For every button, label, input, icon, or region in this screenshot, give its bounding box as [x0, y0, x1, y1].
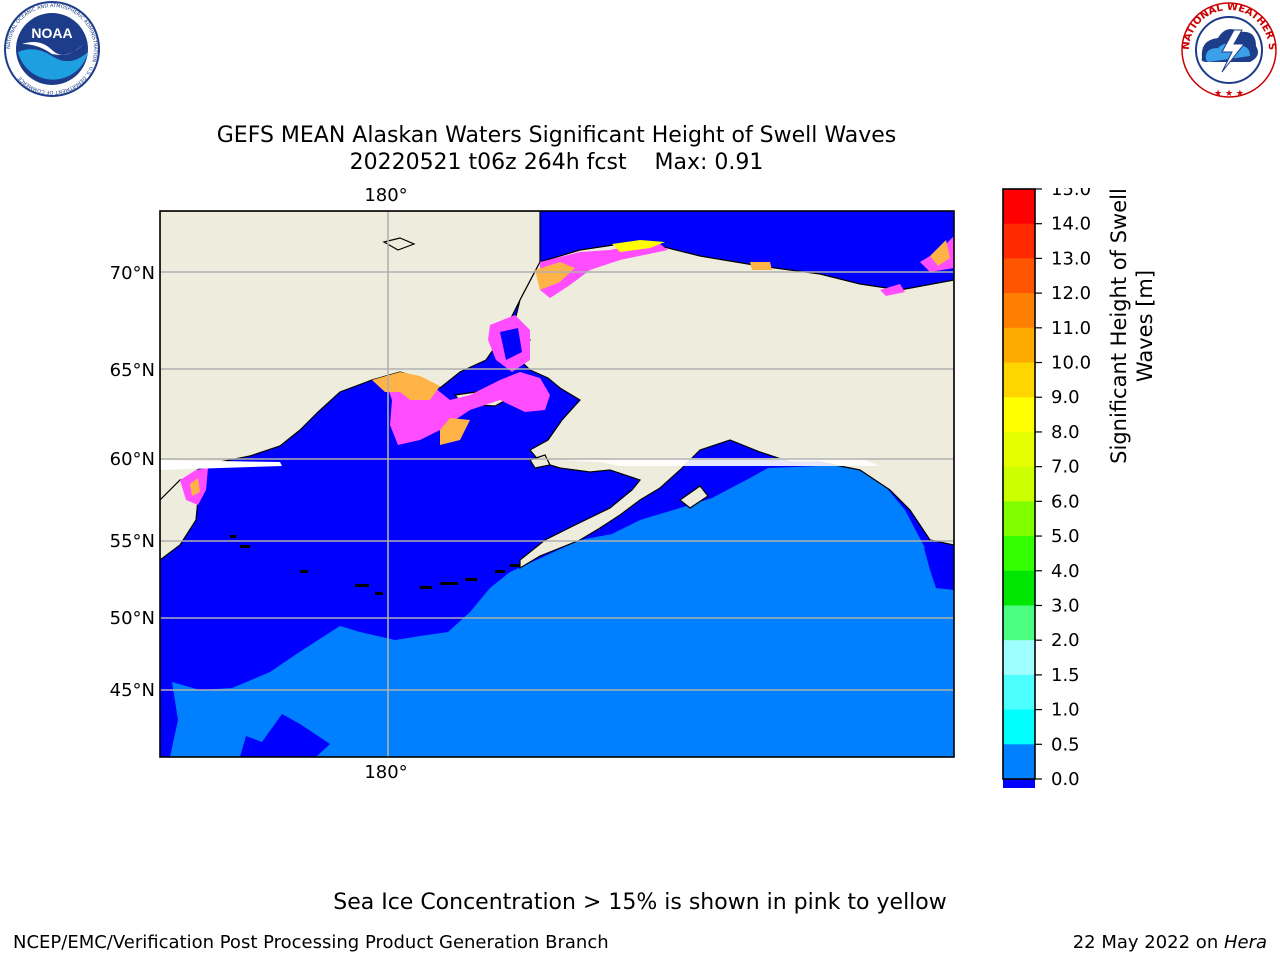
colorbar-tick-label: 15.0: [1051, 188, 1091, 200]
aleutian-islands: [230, 535, 520, 595]
nws-logo: NATIONAL WEATHER SERVICE ★ ★ ★: [1178, 0, 1277, 99]
land-kodiak-island: [678, 485, 709, 509]
lat-label-55n: 55°N: [110, 531, 155, 552]
nws-stars: ★ ★ ★: [1214, 89, 1244, 99]
lon-label-top: 180°: [364, 185, 407, 206]
lat-label-70n: 70°N: [110, 263, 155, 284]
land-alaska: [514, 243, 954, 570]
colorbar-segment: [1003, 779, 1035, 788]
colorbar-tick-label: 5.0: [1051, 526, 1080, 547]
colorbar-segment: [1003, 189, 1035, 225]
colorbar-tick-label: 0.0: [1051, 769, 1080, 788]
colorbar-tick-label: 13.0: [1051, 248, 1091, 269]
map-frame: [159, 210, 955, 758]
colorbar: 15.0 14.0 13.0 12.0 11.0 10.0 9.0 8.0 7.0 6.0 5.0 4…: [1002, 188, 1091, 788]
colorbar-segment: [1003, 327, 1035, 364]
colorbar-tick-label: 14.0: [1051, 214, 1091, 235]
credit-date-text: 22 May 2022 on: [1072, 932, 1224, 953]
colorbar-segment: [1003, 466, 1035, 502]
colorbar-segment: [1003, 570, 1035, 606]
graticule: [160, 211, 954, 757]
chart-subtitle: 20220521 t06z 264h fcst Max: 0.91: [349, 150, 764, 175]
colorbar-tick-label: 6.0: [1051, 491, 1080, 512]
colorbar-segment: [1003, 536, 1035, 572]
colorbar-tick-label: 3.0: [1051, 595, 1080, 616]
colorbar-segment: [1003, 293, 1035, 329]
colorbar-tick-label: 9.0: [1051, 387, 1080, 408]
lon-label-bottom: 180°: [364, 762, 407, 783]
colorbar-segment: [1003, 431, 1035, 468]
colorbar-segment: [1003, 258, 1035, 294]
sea-ice-footnote: Sea Ice Concentration > 15% is shown in …: [333, 890, 947, 915]
swell-region-0.5-1.0: [170, 466, 954, 757]
colorbar-label-line2: Waves [m]: [1133, 269, 1157, 383]
colorbar-segment: [1003, 223, 1035, 259]
colorbar-label: Significant Height of Swell Waves [m]: [1106, 166, 1158, 486]
colorbar-segment: [1003, 605, 1035, 641]
lat-label-65n: 65°N: [110, 360, 155, 381]
colorbar-segment: [1003, 362, 1035, 398]
noaa-logo: NOAA NATIONAL OCEANIC AND ATMOSPHERIC AD…: [4, 1, 100, 97]
colorbar-segment: [1003, 397, 1035, 433]
colorbar-segment: [1003, 744, 1035, 780]
lat-label-50n: 50°N: [110, 608, 155, 629]
chart-title: GEFS MEAN Alaskan Waters Significant Hei…: [216, 123, 897, 148]
colorbar-tick-label: 4.0: [1051, 561, 1080, 582]
colorbar-tick-label: 10.0: [1051, 353, 1091, 374]
lat-label-45n: 45°N: [110, 680, 155, 701]
colorbar-tick-label: 1.5: [1051, 665, 1080, 686]
credit-date: 22 May 2022 on Hera: [1073, 932, 1267, 953]
colorbar-segment: [1003, 640, 1035, 676]
noaa-wordmark: NOAA: [31, 25, 72, 41]
colorbar-tick-label: 8.0: [1051, 422, 1080, 443]
sea-ice: [160, 236, 954, 505]
swell-height-map: 180° 180° 70°N 65°N 60°N 55°N 50°N 45°N: [110, 185, 955, 783]
colorbar-label-line1: Significant Height of Swell: [1107, 188, 1131, 464]
land-wrangel-island: [382, 237, 416, 251]
credit-host: Hera: [1223, 932, 1267, 953]
credit-branch: NCEP/EMC/Verification Post Processing Pr…: [13, 932, 609, 953]
colorbar-segment: [1003, 674, 1035, 711]
colorbar-segment: [1003, 709, 1035, 745]
colorbar-tick-label: 12.0: [1051, 283, 1091, 304]
colorbar-tick-label: 7.0: [1051, 457, 1080, 478]
lat-label-60n: 60°N: [110, 449, 155, 470]
colorbar-segment: [1003, 501, 1035, 537]
colorbar-tick-label: 11.0: [1051, 318, 1091, 339]
colorbar-tick-label: 0.5: [1051, 734, 1080, 755]
colorbar-tick-label: 1.0: [1051, 700, 1080, 721]
colorbar-tick-label: 2.0: [1051, 630, 1080, 651]
